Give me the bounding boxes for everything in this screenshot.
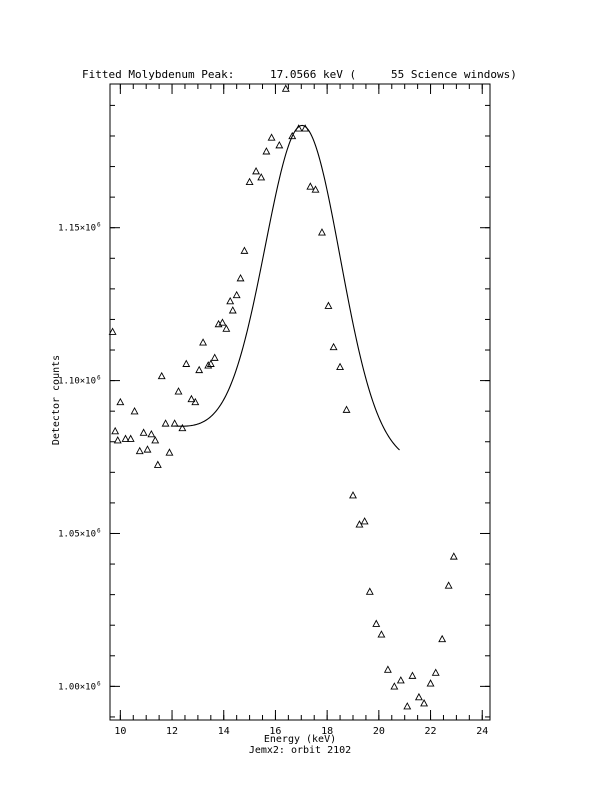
data-point (431, 668, 440, 676)
data-point (396, 676, 405, 684)
data-point (139, 428, 148, 436)
data-point (157, 371, 166, 380)
y-tick-label-exponent: 6 (97, 680, 101, 687)
data-point (108, 327, 117, 335)
data-point (174, 387, 183, 395)
data-point (121, 434, 130, 442)
data-point (301, 124, 310, 132)
fit-layer (174, 124, 400, 451)
x-tick-label: 24 (476, 726, 488, 737)
data-point (257, 173, 266, 181)
y-tick-label: 1.05×10 (58, 529, 96, 539)
x-tick-label: 10 (114, 726, 126, 737)
data-point (135, 446, 144, 455)
tick-labels: 10 12 14 16 18 20 22 241.00×10 61.05×10 61.10×10 6… (58, 222, 488, 737)
data-point (113, 436, 122, 444)
x-tick-label: 16 (269, 726, 281, 737)
data-point (449, 552, 458, 560)
data-point (403, 702, 412, 710)
data-point (126, 434, 135, 442)
data-point (336, 362, 345, 371)
data-point (182, 359, 191, 367)
fit-curve (174, 124, 400, 451)
data-point (377, 630, 386, 638)
data-point (294, 124, 303, 132)
data-point (390, 682, 399, 690)
chart-title-part-3: 55 Science windows) (391, 68, 517, 81)
data-point (116, 397, 125, 406)
data-point (187, 394, 196, 403)
data-point (311, 185, 320, 193)
data-point (195, 365, 204, 374)
data-point (191, 397, 200, 406)
footer-label: Jemx2: orbit 2102 (249, 745, 351, 756)
data-point (111, 426, 120, 435)
data-point (222, 324, 231, 332)
x-tick-label: 14 (218, 726, 230, 737)
axis-ticks (110, 84, 490, 720)
data-point (262, 147, 271, 155)
data-point (329, 342, 338, 351)
y-tick-label-exponent: 6 (97, 527, 101, 534)
data-point (218, 318, 227, 326)
data-point (161, 419, 170, 427)
data-point (365, 587, 374, 595)
data-point (170, 419, 179, 427)
data-point (153, 460, 162, 468)
data-point (226, 296, 235, 305)
data-point (420, 699, 429, 707)
y-axis-label: Detector counts (51, 355, 62, 445)
data-point (130, 407, 139, 415)
data-point (151, 436, 160, 444)
data-point (349, 491, 357, 499)
data-point (408, 671, 417, 679)
data-point (232, 290, 241, 299)
data-point (206, 359, 215, 367)
data-point (318, 228, 326, 236)
y-tick-label-exponent: 6 (97, 375, 101, 382)
x-tick-label: 18 (321, 726, 333, 737)
y-tick-label-exponent: 6 (97, 222, 101, 229)
data-point (414, 692, 423, 701)
data-point (342, 405, 351, 413)
data-point (444, 581, 453, 589)
y-tick-label: 1.15×10 (58, 224, 96, 234)
y-tick-label: 1.00×10 (58, 682, 96, 692)
x-tick-label: 12 (166, 726, 178, 737)
chart-title-part-1: Fitted Molybdenum Peak: (82, 68, 234, 81)
data-point (178, 423, 187, 432)
data-point (147, 429, 156, 438)
data-point (438, 634, 447, 643)
data-point (199, 338, 208, 346)
data-point (228, 306, 237, 314)
data-point (281, 84, 290, 92)
x-tick-label: 20 (373, 726, 385, 737)
chart-title-part-2: 17.0566 keV ( (270, 68, 356, 81)
plot-frame (109, 83, 491, 721)
data-point (267, 133, 276, 141)
x-tick-label: 22 (425, 726, 437, 737)
data-point (210, 353, 219, 361)
data-point (288, 131, 297, 140)
data-point (165, 448, 174, 456)
data-point (240, 246, 249, 254)
data-point (143, 445, 152, 453)
data-point (324, 301, 333, 309)
data-point (426, 679, 435, 687)
y-tick-label: 1.10×10 (58, 377, 96, 387)
data-point (245, 177, 254, 186)
data-point (236, 274, 245, 282)
data-point (372, 619, 381, 627)
data-points (108, 84, 458, 710)
x-axis-label: Energy (keV) (264, 734, 336, 745)
data-point (275, 141, 284, 149)
data-point (252, 166, 261, 175)
data-point (360, 517, 369, 525)
data-point (383, 665, 392, 673)
data-point (204, 361, 213, 369)
data-point (306, 182, 315, 190)
